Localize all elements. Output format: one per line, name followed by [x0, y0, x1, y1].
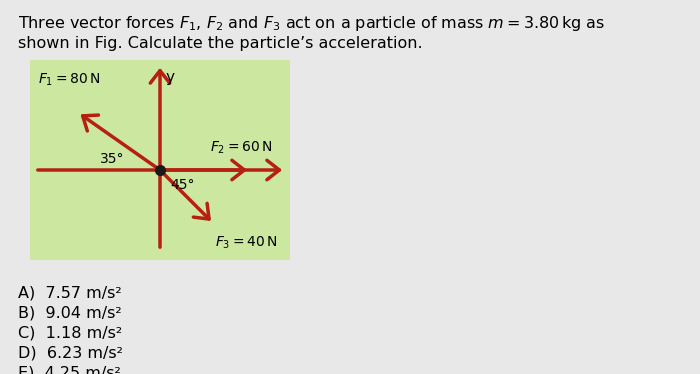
Text: B)  9.04 m/s²: B) 9.04 m/s² — [18, 305, 122, 320]
Text: C)  1.18 m/s²: C) 1.18 m/s² — [18, 325, 122, 340]
Text: Three vector forces $F_1$, $F_2$ and $F_3$ act on a particle of mass $m = 3.80\,: Three vector forces $F_1$, $F_2$ and $F_… — [18, 14, 605, 33]
Text: $F_2 = 60\,\mathrm{N}$: $F_2 = 60\,\mathrm{N}$ — [210, 140, 272, 156]
Text: A)  7.57 m/s²: A) 7.57 m/s² — [18, 285, 122, 300]
Text: $F_3 = 40\,\mathrm{N}$: $F_3 = 40\,\mathrm{N}$ — [215, 235, 277, 251]
Text: E)  4.25 m/s²: E) 4.25 m/s² — [18, 365, 120, 374]
Text: 35°: 35° — [100, 152, 125, 166]
Text: y: y — [166, 70, 175, 85]
Text: $F_1 = 80\,\mathrm{N}$: $F_1 = 80\,\mathrm{N}$ — [38, 72, 101, 88]
Text: D)  6.23 m/s²: D) 6.23 m/s² — [18, 345, 123, 360]
Text: 45°: 45° — [170, 178, 195, 192]
Text: shown in Fig. Calculate the particle’s acceleration.: shown in Fig. Calculate the particle’s a… — [18, 36, 423, 51]
Bar — [30, 60, 290, 260]
